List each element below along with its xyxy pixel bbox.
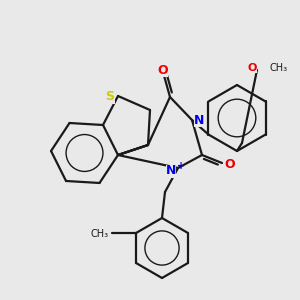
Text: O: O bbox=[225, 158, 235, 172]
Text: O: O bbox=[158, 64, 168, 76]
Text: CH₃: CH₃ bbox=[91, 229, 109, 239]
Text: S: S bbox=[106, 91, 115, 103]
Text: O: O bbox=[247, 63, 257, 73]
Text: N: N bbox=[194, 113, 204, 127]
Text: +: + bbox=[177, 161, 185, 171]
Text: N: N bbox=[166, 164, 176, 178]
Text: CH₃: CH₃ bbox=[269, 63, 287, 73]
